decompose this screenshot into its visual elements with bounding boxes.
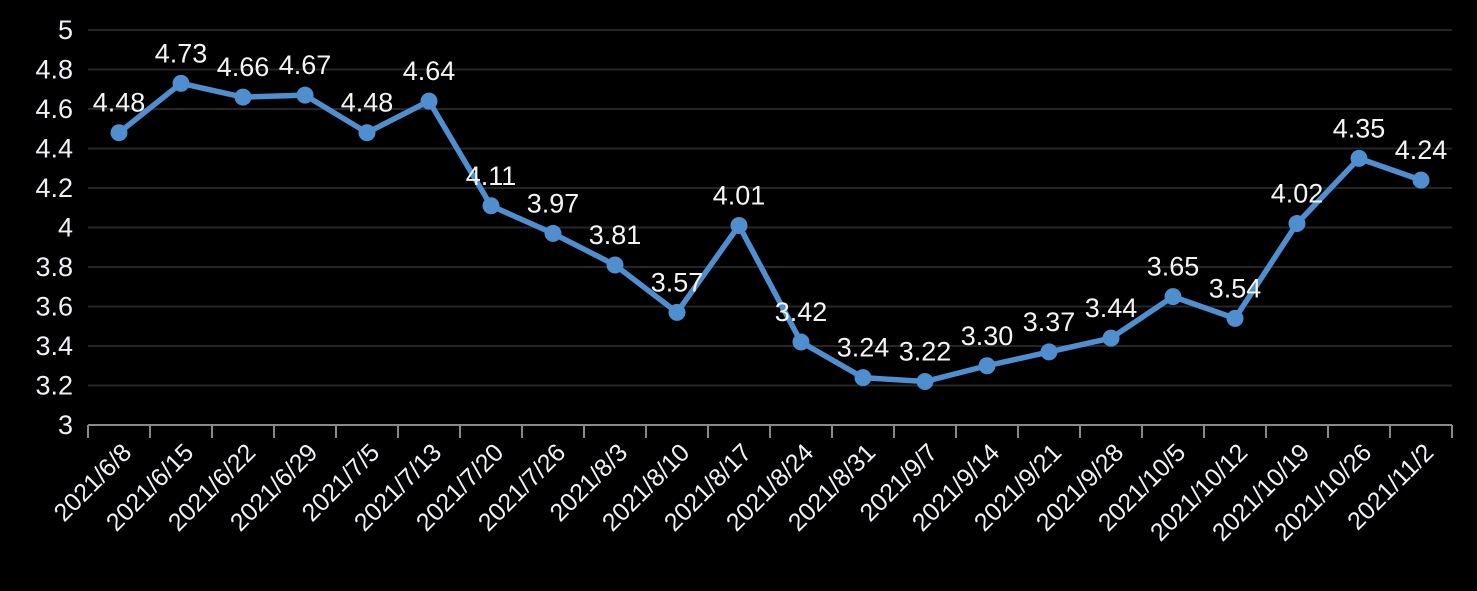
- data-point-label: 3.22: [899, 337, 952, 367]
- data-point-marker: [1102, 329, 1120, 347]
- y-axis-tick-label: 3.8: [35, 252, 73, 282]
- data-point-marker: [234, 88, 252, 106]
- y-axis-tick-label: 4.4: [35, 134, 73, 164]
- data-point-marker: [916, 373, 934, 391]
- data-point-label: 3.30: [961, 321, 1014, 351]
- y-axis-tick-label: 4.2: [35, 173, 73, 203]
- x-axis-group: [87, 424, 1453, 438]
- data-point-label: 4.11: [466, 161, 517, 191]
- data-point-label: 4.48: [341, 88, 394, 118]
- data-point-label: 4.64: [403, 56, 456, 86]
- data-point-marker: [854, 369, 872, 387]
- y-axis-tick-label: 4.8: [35, 55, 73, 85]
- data-point-label: 4.24: [1395, 135, 1448, 165]
- y-axis-labels-group: 3 3.2 3.4 3.6 3.8 4 4.2 4.4 4.6 4.8 5: [35, 15, 73, 440]
- data-point-label: 4.66: [217, 52, 270, 82]
- data-point-label: 3.65: [1147, 252, 1200, 282]
- y-axis-tick-label: 5: [58, 15, 73, 45]
- data-point-marker: [296, 86, 314, 104]
- data-point-marker: [172, 74, 190, 92]
- y-axis-tick-label: 4.6: [35, 94, 73, 124]
- data-point-marker: [792, 333, 810, 351]
- data-labels-group: 4.48 4.73 4.66 4.67 4.48 4.64 4.11 3.97 3.81 3.57…: [93, 38, 1448, 366]
- data-point-marker: [606, 256, 624, 274]
- y-axis-tick-label: 3.4: [35, 331, 73, 361]
- series-group: [110, 74, 1430, 391]
- data-point-label: 4.73: [155, 38, 208, 68]
- data-point-label: 3.37: [1023, 307, 1076, 337]
- y-axis-tick-label: 3.2: [35, 371, 73, 401]
- data-point-label: 3.44: [1085, 293, 1138, 323]
- data-point-marker: [730, 217, 748, 235]
- data-point-marker: [110, 124, 128, 142]
- data-point-label: 3.24: [837, 333, 890, 363]
- data-point-label: 3.81: [589, 220, 642, 250]
- y-axis-tick-label: 3: [58, 410, 73, 440]
- data-point-marker: [1288, 215, 1306, 233]
- data-point-marker: [358, 124, 376, 142]
- data-point-label: 3.97: [527, 188, 580, 218]
- data-point-marker: [1040, 343, 1058, 361]
- y-axis-tick-label: 3.6: [35, 292, 73, 322]
- data-point-marker: [668, 303, 686, 321]
- data-point-label: 3.42: [775, 297, 828, 327]
- data-point-label: 4.35: [1333, 113, 1386, 143]
- y-axis-tick-label: 4: [58, 213, 73, 243]
- data-point-label: 4.48: [93, 88, 146, 118]
- data-point-label: 4.02: [1271, 179, 1324, 209]
- x-axis-labels-group: 2021/6/82021/6/152021/6/222021/6/292021/…: [49, 438, 1440, 546]
- data-point-marker: [420, 92, 438, 110]
- data-point-marker: [482, 197, 500, 215]
- data-point-marker: [1350, 149, 1368, 167]
- data-point-marker: [978, 357, 996, 375]
- data-point-label: 3.57: [651, 267, 704, 297]
- gridlines-group: [88, 29, 1452, 387]
- series-line: [116, 80, 1424, 385]
- data-point-marker: [1412, 171, 1430, 189]
- data-point-label: 3.54: [1209, 273, 1262, 303]
- data-point-marker: [544, 224, 562, 242]
- data-point-marker: [1164, 288, 1182, 306]
- data-point-label: 4.67: [279, 50, 332, 80]
- data-point-marker: [1226, 309, 1244, 327]
- data-point-label: 4.01: [713, 181, 766, 211]
